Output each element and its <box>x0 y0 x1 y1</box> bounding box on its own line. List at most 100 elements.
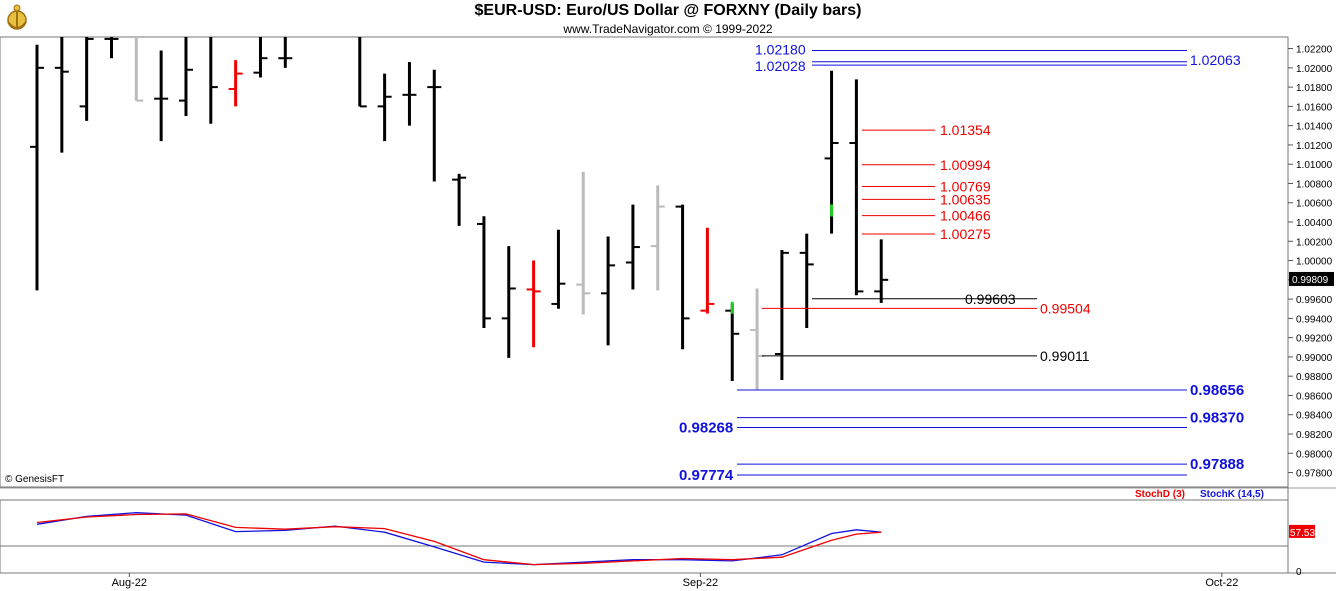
y-tick-label: 0.98200 <box>1296 430 1333 441</box>
ohlc-bar[interactable] <box>874 239 889 303</box>
level-label: 1.02028 <box>755 58 806 74</box>
level-label: 0.98268 <box>679 419 733 436</box>
ohlc-bar[interactable] <box>576 171 591 315</box>
level-label: 1.00275 <box>940 226 991 242</box>
ohlc-bar[interactable] <box>79 29 94 121</box>
ohlc-bar[interactable] <box>700 227 715 314</box>
ohlc-bar[interactable] <box>849 79 864 296</box>
stoch-y-tick-label: 0 <box>1296 567 1302 578</box>
level-label: 0.98370 <box>1190 410 1244 427</box>
stoch-last-label: 57.53 <box>1290 528 1315 539</box>
level-label: 1.00466 <box>940 208 991 224</box>
ohlc-bar[interactable] <box>30 44 44 291</box>
level-line[interactable]: 0.98370 <box>737 410 1244 427</box>
trade-navigator-logo-icon <box>2 2 32 32</box>
ohlc-bar[interactable] <box>675 204 690 350</box>
ohlc-bar[interactable] <box>134 29 144 102</box>
ohlc-bar[interactable] <box>104 29 119 59</box>
y-tick-label: 1.02000 <box>1296 64 1333 75</box>
ohlc-bar[interactable] <box>476 216 491 329</box>
ohlc-bar[interactable] <box>799 233 814 329</box>
ohlc-bar[interactable] <box>650 185 665 291</box>
level-label: 1.00994 <box>940 157 991 173</box>
last-price-badge: 0.99809 <box>1289 271 1334 286</box>
level-line[interactable]: 1.00466 <box>862 208 991 224</box>
ohlc-bar[interactable] <box>402 62 417 126</box>
level-line[interactable]: 1.02180 <box>755 41 1187 57</box>
y-tick-label: 1.01200 <box>1296 141 1333 152</box>
ohlc-bar[interactable] <box>824 70 839 234</box>
y-tick-label: 0.98600 <box>1296 391 1333 402</box>
last-price-box <box>1289 271 1334 286</box>
x-tick-label: Sep-22 <box>683 577 718 589</box>
ohlc-bar[interactable] <box>501 246 516 358</box>
y-tick-label: 0.98000 <box>1296 449 1333 460</box>
chart-subtitle: www.TradeNavigator.com © 1999-2022 <box>563 22 773 36</box>
legend-stoch-d: StochD (3) <box>1135 489 1185 500</box>
level-line[interactable]: 0.98268 <box>679 419 1187 436</box>
level-line[interactable]: 0.98656 <box>737 382 1244 399</box>
stoch-last-box <box>1289 524 1315 538</box>
level-label: 0.99011 <box>1040 348 1090 364</box>
ohlc-bar[interactable] <box>54 31 69 153</box>
ohlc-bar[interactable] <box>551 229 566 309</box>
ohlc-bar[interactable] <box>452 173 467 226</box>
level-line[interactable]: 1.01354 <box>862 122 991 138</box>
level-label: 0.99603 <box>965 291 1016 307</box>
x-tick-label: Oct-22 <box>1205 577 1238 589</box>
y-tick-label: 1.01000 <box>1296 160 1333 171</box>
ohlc-bar[interactable] <box>526 260 541 348</box>
level-line[interactable]: 1.00635 <box>862 191 991 207</box>
level-label: 0.97888 <box>1190 456 1244 473</box>
level-label: 0.97774 <box>679 467 734 484</box>
level-label: 1.00769 <box>940 178 991 194</box>
ohlc-bar[interactable] <box>377 73 392 142</box>
level-line[interactable]: 0.99011 <box>762 348 1090 364</box>
ohlc-bar[interactable] <box>204 29 218 124</box>
y-tick-label: 0.99000 <box>1296 353 1333 364</box>
ohlc-bar[interactable] <box>601 236 616 346</box>
level-line[interactable]: 1.02028 <box>755 58 1187 74</box>
ohlc-bar[interactable] <box>228 60 243 107</box>
level-label: 1.00635 <box>940 191 991 207</box>
y-tick-label: 0.98800 <box>1296 372 1333 383</box>
y-tick-label: 1.00800 <box>1296 179 1333 190</box>
level-line[interactable]: 0.99603 <box>812 291 1037 307</box>
level-label: 0.99504 <box>1040 300 1091 316</box>
level-line[interactable]: 1.00769 <box>862 178 991 194</box>
ohlc-bar[interactable] <box>353 29 367 108</box>
level-line[interactable]: 1.02063 <box>812 52 1241 68</box>
ohlc-bar[interactable] <box>154 50 169 142</box>
last-price-label: 0.99809 <box>1292 275 1329 286</box>
x-tick-label: Aug-22 <box>112 577 147 589</box>
ohlc-bar[interactable] <box>774 249 789 381</box>
ohlc-bar[interactable] <box>427 69 442 182</box>
ohlc-bar[interactable] <box>278 29 293 68</box>
copyright-label: © GenesisFT <box>5 474 65 485</box>
level-line[interactable]: 0.97774 <box>679 467 1187 484</box>
ohlc-bar[interactable] <box>725 301 740 382</box>
y-tick-label: 0.97800 <box>1296 469 1333 480</box>
ohlc-bar[interactable] <box>178 31 193 117</box>
ohlc-bar[interactable] <box>253 29 268 78</box>
y-tick-label: 1.00600 <box>1296 199 1333 210</box>
y-tick-label: 0.99400 <box>1296 314 1333 325</box>
y-tick-label: 1.00200 <box>1296 237 1333 248</box>
ohlc-bar[interactable] <box>625 204 640 290</box>
stoch-k-line <box>36 512 882 566</box>
level-label: 1.02180 <box>755 41 806 57</box>
price-panel <box>0 36 1289 488</box>
level-line[interactable]: 1.00994 <box>862 157 991 173</box>
y-tick-label: 0.98400 <box>1296 411 1333 422</box>
stoch-d-line <box>36 513 882 566</box>
y-tick-label: 1.01600 <box>1296 102 1333 113</box>
level-line[interactable]: 0.99504 <box>762 300 1091 316</box>
y-tick-label: 1.00400 <box>1296 218 1333 229</box>
y-tick-label: 0.99200 <box>1296 334 1333 345</box>
level-line[interactable]: 0.97888 <box>737 456 1244 473</box>
legend-stoch-k: StochK (14,5) <box>1200 489 1264 500</box>
level-line[interactable]: 1.00275 <box>862 226 991 242</box>
y-tick-label: 1.01400 <box>1296 122 1333 133</box>
y-tick-label: 1.01800 <box>1296 83 1333 94</box>
